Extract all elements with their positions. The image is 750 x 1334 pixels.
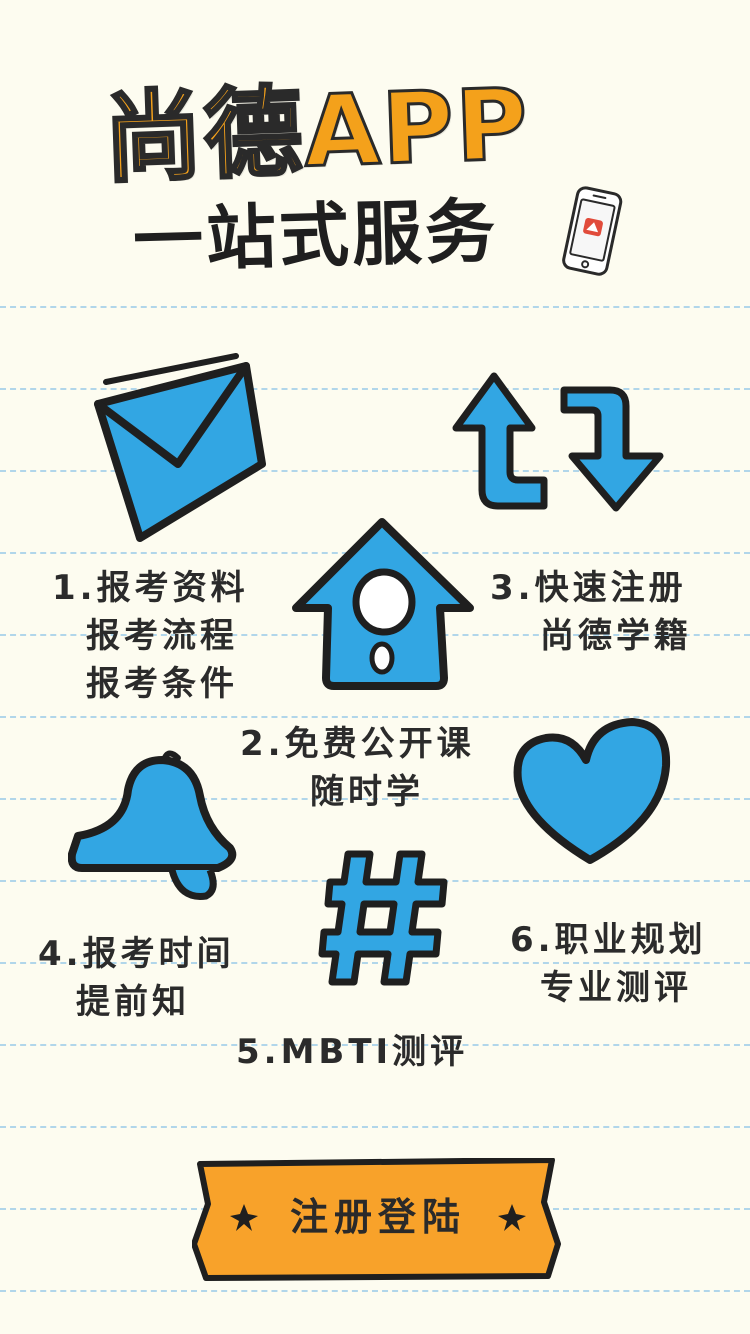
feature-1-title: 1.报考资料	[52, 568, 249, 608]
feature-2-line-2: 随时学	[310, 772, 424, 812]
feature-1[interactable]: 1.报考资料 报考流程 报考条件	[52, 564, 249, 708]
swap-arrows-icon	[452, 372, 664, 512]
star-icon	[230, 1204, 258, 1231]
feature-3-title: 3.快速注册	[490, 568, 687, 608]
hashtag-icon	[318, 850, 448, 986]
feature-6[interactable]: 6.职业规划 专业测评	[510, 916, 707, 1012]
page-title: 尚德APP	[101, 66, 533, 198]
feature-2[interactable]: 2.免费公开课 随时学	[240, 720, 475, 816]
feature-6-line-2: 专业测评	[540, 968, 692, 1008]
phone-icon	[562, 186, 623, 276]
star-icon	[498, 1204, 526, 1231]
register-login-button[interactable]: 注册登陆	[191, 1157, 564, 1282]
feature-4-title: 4.报考时间	[38, 934, 235, 974]
feature-6-title: 6.职业规划	[510, 920, 707, 960]
register-login-label: 注册登陆	[289, 1195, 466, 1239]
feature-5-title: 5.MBTI测评	[236, 1032, 469, 1072]
bell-icon	[68, 750, 237, 900]
feature-4-line-2: 提前知	[76, 982, 190, 1022]
feature-2-title: 2.免费公开课	[240, 724, 475, 764]
heart-icon	[513, 718, 671, 864]
feature-5[interactable]: 5.MBTI测评	[236, 1028, 468, 1076]
house-icon	[292, 518, 474, 690]
envelope-icon	[94, 353, 266, 542]
feature-1-line-2: 报考流程	[86, 616, 238, 656]
page-subtitle: 一站式服务	[132, 190, 500, 282]
feature-4[interactable]: 4.报考时间 提前知	[38, 930, 235, 1026]
feature-3-line-2: 尚德学籍	[540, 616, 692, 656]
feature-1-line-3: 报考条件	[86, 664, 238, 704]
banner-ribbon	[191, 1157, 561, 1281]
feature-3[interactable]: 3.快速注册 尚德学籍	[490, 564, 692, 660]
